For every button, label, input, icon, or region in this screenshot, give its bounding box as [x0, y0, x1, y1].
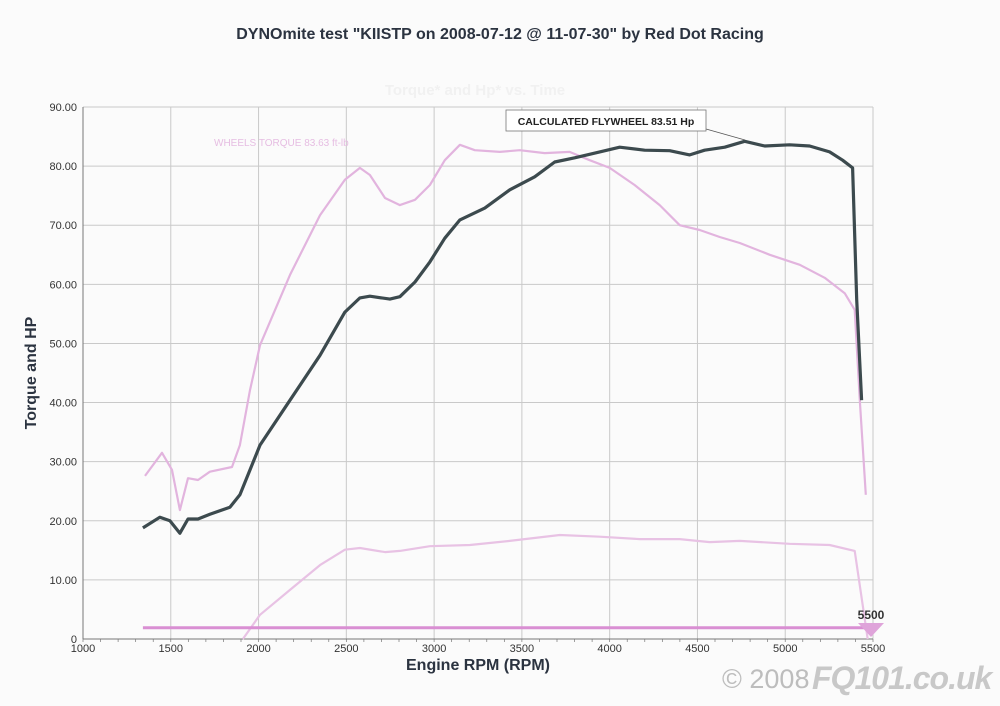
y-tick-label: 10.00 [49, 575, 77, 587]
x-tick-label: 4000 [597, 643, 621, 655]
x-tick-label: 4500 [685, 643, 709, 655]
x-axis-label: Engine RPM (RPM) [406, 657, 550, 674]
rpm-marker-label: 5500 [858, 608, 885, 622]
x-tick-label: 5000 [773, 643, 797, 655]
chart-subtitle: Torque* and Hp* vs. Time [385, 82, 565, 99]
y-tick-label: 70.00 [49, 220, 77, 232]
brand-watermark: FQ101.co.uk [812, 660, 992, 696]
ticks: 1000 1500 2000 2500 3000 3500 4000 4500 5000 5500… [49, 102, 885, 655]
y-tick-label: 80.00 [49, 161, 77, 173]
y-tick-label: 30.00 [49, 457, 77, 469]
y-tick-label: 40.00 [49, 398, 77, 410]
flywheel-callout-text: CALCULATED FLYWHEEL 83.51 Hp [518, 116, 695, 128]
flywheel-callout-box [505, 109, 707, 132]
y-tick-label: 60.00 [49, 279, 77, 291]
x-tick-label: 1500 [159, 643, 183, 655]
series-flywheel-hp [142, 139, 864, 535]
y-tick-label: 50.00 [49, 338, 77, 350]
x-tick-label: 2000 [246, 643, 270, 655]
x-tick-label: 5500 [861, 643, 885, 655]
y-tick-label: 20.00 [49, 516, 77, 528]
rpm-marker-triangle [858, 623, 884, 637]
y-tick-label: 90.00 [49, 102, 77, 114]
x-tick-label: 3000 [422, 643, 446, 655]
flywheel-callout-leader [705, 128, 746, 141]
copyright-watermark: © 2008 [722, 664, 810, 694]
x-tick-label: 2500 [334, 643, 358, 655]
y-tick-label: 0 [71, 634, 77, 646]
y-axis-label: Torque and HP [23, 316, 40, 429]
series-lines [142, 139, 873, 640]
series-wheels-torque [144, 143, 867, 512]
x-tick-label: 3500 [510, 643, 534, 655]
grid [82, 106, 874, 640]
wheels-torque-label: WHEELS TORQUE 83.63 ft-lb [214, 138, 349, 149]
chart-title: DYNOmite test "KIISTP on 2008-07-12 @ 11… [236, 26, 764, 43]
x-tick-label: 1000 [71, 643, 95, 655]
series-wheels-hp [242, 533, 869, 640]
